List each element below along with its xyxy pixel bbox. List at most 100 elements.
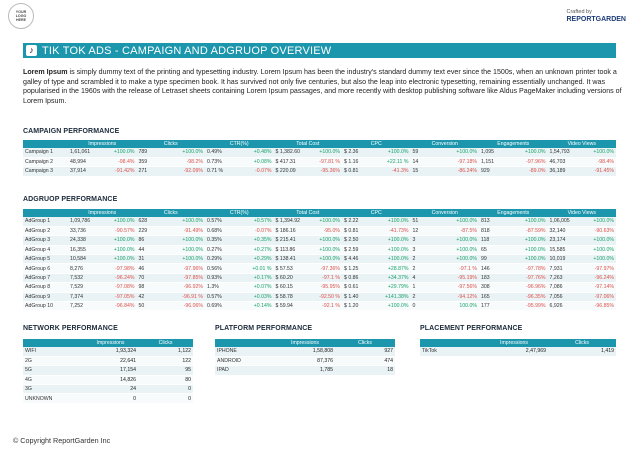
metric-value: 1,122 (138, 347, 193, 357)
metric-cell: 65 +100.0% (479, 245, 548, 256)
row-label: AdGroup 2 (23, 226, 68, 237)
metric-change: +0.08% (253, 159, 272, 166)
row-label: AdGroup 4 (23, 245, 68, 256)
metric-change: +100.0% (456, 246, 477, 253)
metric-value: 0.27% (207, 246, 222, 253)
metric-change: -96.91 % (182, 293, 203, 300)
metric-cell: 1,06,005 +100.0% (547, 217, 616, 227)
table-row: 4G 14,826 80 (23, 375, 193, 386)
metric-cell: 44 +100.0% (136, 245, 205, 256)
metric-value: 0.56% (207, 265, 222, 272)
metric-value: 929 (481, 168, 490, 175)
metric-value: 0.49% (207, 149, 222, 156)
metric-cell: $ 1.25 +28.87% (342, 263, 411, 274)
metric-cell: 24,338 +100.0% (68, 235, 137, 246)
metric-value: 51 (412, 218, 419, 225)
metric-value: 80 (138, 375, 193, 386)
column-header: Engagements (479, 209, 548, 217)
metric-cell: $ 2.22 +100.0% (342, 217, 411, 227)
metric-change: -90.63% (594, 228, 614, 235)
metric-cell: 0 100.0% (410, 301, 479, 312)
metric-value: 59 (412, 149, 419, 156)
metric-cell: 7,252 -96.84% (68, 301, 137, 312)
brand-tagline: Crafted by (566, 9, 592, 15)
metric-value: 16,355 (70, 246, 86, 253)
metric-value: 50 (138, 303, 145, 310)
metric-change: +100.0% (182, 246, 203, 253)
metric-cell: 0.49% +0.48% (205, 148, 274, 158)
metric-change: -90.57% (115, 228, 135, 235)
column-header: Clicks (548, 339, 616, 347)
metric-change: -97.56% (457, 284, 477, 291)
column-header (23, 339, 83, 347)
metric-cell: 8,276 -97.98% (68, 263, 137, 274)
metric-value: 87,376 (275, 356, 335, 367)
column-header: Total Cost (273, 209, 342, 217)
metric-value: 2 (412, 256, 416, 263)
metric-cell: 70 -97.85% (136, 273, 205, 284)
metric-change: -94.12% (457, 293, 477, 300)
metric-cell: $ 2.36 +100.0% (342, 148, 411, 158)
metric-value: 15,585 (549, 246, 566, 253)
metric-change: -97.76% (526, 275, 546, 282)
metric-change: -96.96% (526, 284, 546, 291)
metric-value: $ 60.20 (275, 275, 293, 282)
metric-value: $ 4.46 (344, 256, 359, 263)
metric-change: -97.81 % (319, 159, 340, 166)
platform-section-title: PLATFORM PERFORMANCE (215, 325, 313, 332)
metric-value: 8,276 (70, 265, 83, 272)
metric-cell: 789 +100.0% (136, 148, 205, 158)
metric-change: +100.0% (593, 246, 614, 253)
metric-value: 1,09,786 (70, 218, 91, 225)
column-header: Total Cost (273, 140, 342, 148)
metric-cell: 1,54,793 +100.0% (547, 148, 616, 158)
metric-change: +100.0% (524, 237, 546, 244)
metric-cell: 229 -91.49% (136, 226, 205, 237)
column-header (420, 339, 480, 347)
column-header (215, 339, 275, 347)
table-row: AdGroup 9 7,374 -97.05% 42 -96.91 % 0.57% +0.0… (23, 292, 616, 303)
metric-value: $ 1.25 (344, 265, 359, 272)
table-row: AdGroup 4 16,355 +100.0% 44 +100.0% 0.27% +0.2… (23, 245, 616, 256)
metric-change: +100.0% (387, 246, 409, 253)
metric-cell: 0.29% +0.29% (205, 254, 274, 265)
metric-value: 1 (412, 284, 416, 291)
column-header: Impressions (275, 339, 335, 347)
metric-cell: 2 +100.0% (410, 254, 479, 265)
metric-change: -41.73% (389, 228, 409, 235)
metric-change: +100.0% (593, 218, 614, 225)
metric-cell: 1,095 +100.0% (479, 148, 548, 158)
metric-change: -95.0% (323, 228, 340, 235)
metric-change: -95.95% (320, 284, 340, 291)
metric-cell: 33,736 -90.57% (68, 226, 137, 237)
metric-cell: 2 -94.12% (410, 292, 479, 303)
metric-value: 1,095 (481, 149, 494, 156)
metric-value: 1,419 (548, 347, 616, 357)
metric-cell: 15,585 +100.0% (547, 245, 616, 256)
metric-value: $ 1.20 (344, 303, 359, 310)
metric-change: -97.97% (594, 265, 614, 272)
metric-cell: 7,529 -97.08% (68, 282, 137, 293)
metric-value: 15 (412, 168, 419, 175)
metric-cell: $ 2.59 +100.0% (342, 245, 411, 256)
metric-value: $ 220.09 (275, 168, 296, 175)
metric-cell: $ 1,394.92 +100.0% (273, 217, 342, 227)
metric-cell: 15 -86.24% (410, 166, 479, 177)
table-row: AdGroup 1 1,09,786 +100.0% 628 +100.0% 0.57% +… (23, 217, 616, 227)
metric-value: 271 (138, 168, 148, 175)
metric-cell: 0.27% +0.27% (205, 245, 274, 256)
metric-cell: 0.56% +0.01 % (205, 263, 274, 274)
metric-cell: 46 -97.96% (136, 263, 205, 274)
metric-cell: 10,584 +100.0% (68, 254, 137, 265)
metric-change: +0.03% (253, 293, 272, 300)
metric-cell: $ 215.41 +100.0% (273, 235, 342, 246)
metric-change: -96.85% (594, 303, 614, 310)
metric-value: $ 2.36 (344, 149, 359, 156)
column-header: CTR(%) (205, 209, 274, 217)
metric-cell: 37,914 -91.42% (68, 166, 137, 177)
metric-cell: 46,703 -98.4% (547, 157, 616, 168)
metric-change: +100.0% (113, 246, 135, 253)
column-header: Impressions (83, 339, 138, 347)
metric-cell: $ 186.16 -95.0% (273, 226, 342, 237)
metric-cell: $ 138.41 +100.0% (273, 254, 342, 265)
